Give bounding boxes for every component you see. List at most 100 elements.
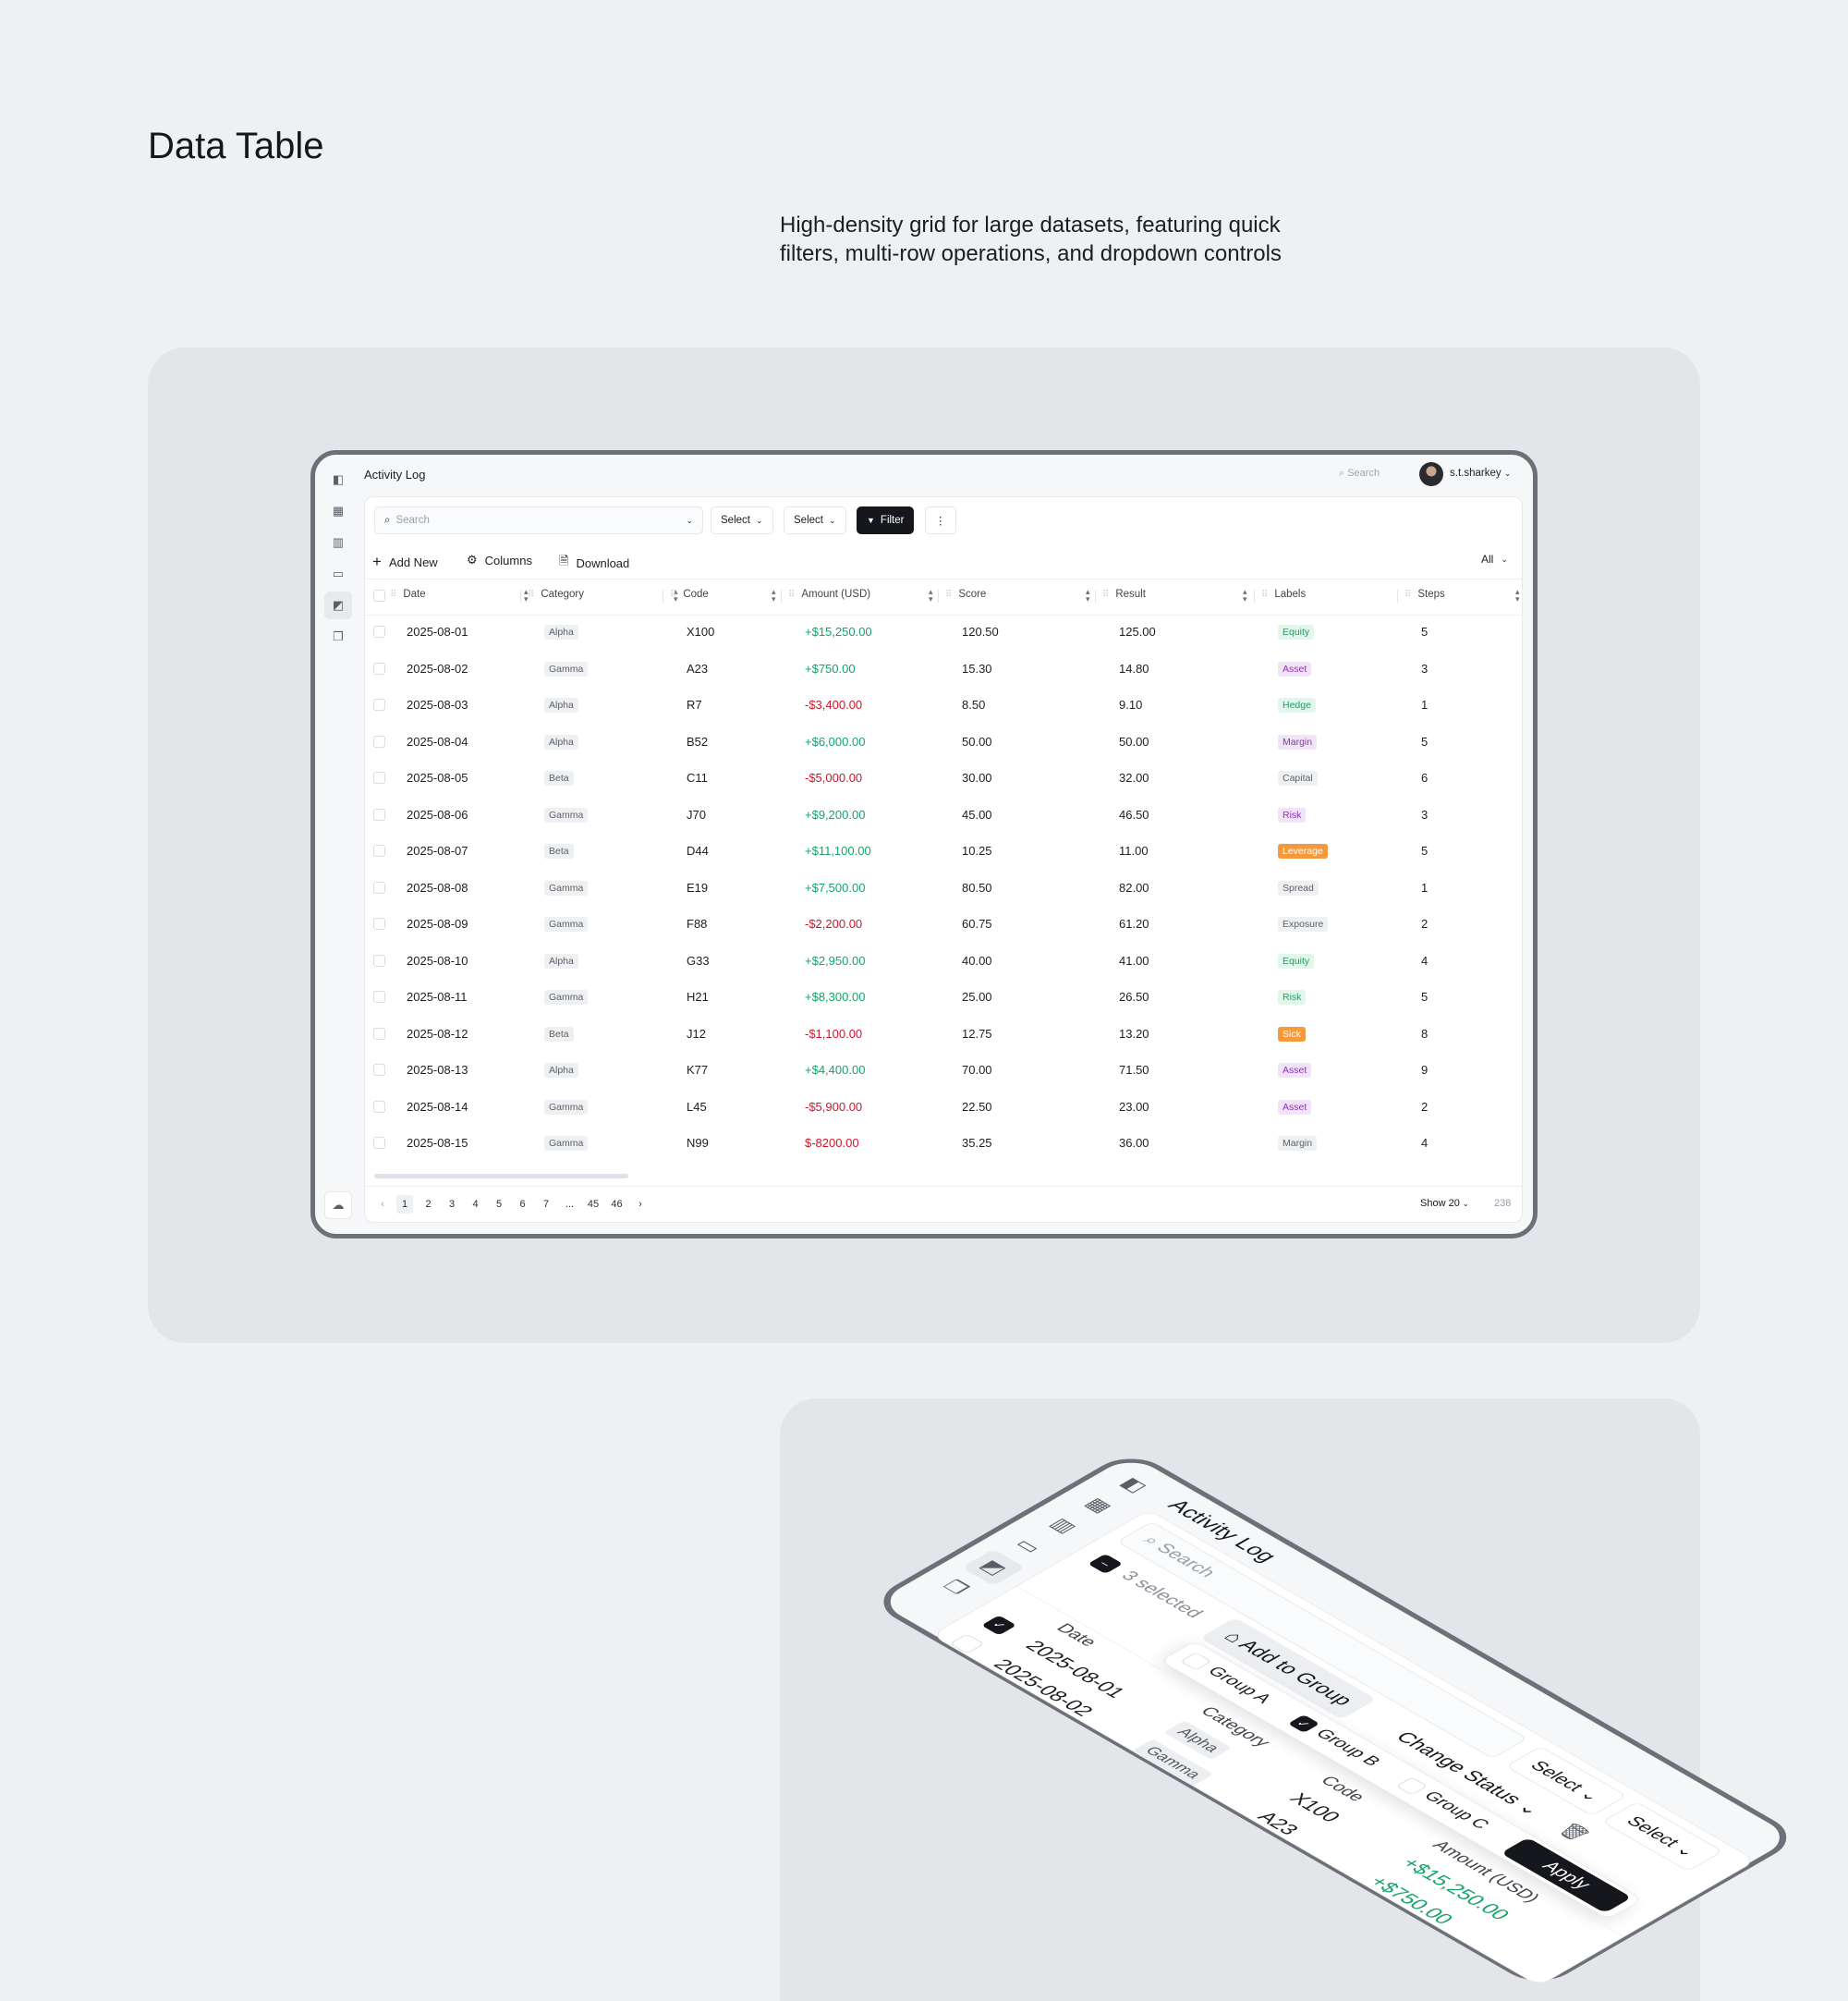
add-new-button[interactable]: + Add New [372,553,438,571]
sort-icon[interactable]: ▴ ▾ [1515,587,1520,604]
row-checkbox[interactable] [373,772,385,784]
table-row[interactable] [365,725,1522,761]
group-checkbox[interactable] [1395,1776,1429,1796]
chart-doc-icon[interactable]: ◩ [324,592,352,619]
column-header-category[interactable]: ⠿ Category [528,589,584,600]
row-checkbox[interactable] [373,881,385,894]
view-filter-dropdown[interactable]: All ⌄ [1481,553,1508,566]
table-row[interactable] [365,652,1522,688]
drag-handle-icon[interactable]: ⠿ [390,589,396,600]
sort-icon[interactable]: ▴ ▾ [1243,587,1247,604]
table-row[interactable] [365,834,1522,870]
filter-button[interactable]: ▼ Filter [857,506,915,534]
sort-icon[interactable]: ▴ ▾ [772,587,776,604]
avatar[interactable] [1419,462,1443,486]
page-size-dropdown[interactable]: Show 20 ⌄ [1420,1198,1469,1209]
table-row[interactable] [365,907,1522,943]
column-header-steps[interactable]: ⠿ Steps [1404,589,1445,600]
row-checkbox[interactable] [373,1100,385,1113]
drag-handle-icon[interactable]: ⠿ [788,589,795,600]
select-dropdown-1[interactable]: Select ⌄ [711,506,773,534]
page-button[interactable]: 1 [396,1195,413,1214]
page-button[interactable]: 4 [472,1199,479,1210]
group-checkbox[interactable]: ✓ [1287,1714,1320,1733]
row-checkbox[interactable] [949,1633,985,1654]
column-header-amount-usd[interactable]: ⠿ Amount (USD) [788,589,870,600]
page-button[interactable]: 7 [542,1199,550,1210]
sort-icon[interactable]: ▴ ▾ [1086,587,1090,604]
select-dropdown-2[interactable]: Select ⌄ [784,506,846,534]
table-row[interactable] [365,944,1522,980]
drag-handle-icon[interactable]: ⠿ [945,589,952,600]
column-divider[interactable] [781,590,782,603]
search-input[interactable]: ⌕ Search ⌄ [374,506,703,534]
table-row[interactable] [365,615,1522,651]
column-divider[interactable] [1095,590,1096,603]
table-row[interactable] [365,871,1522,907]
sort-icon[interactable]: ▴ ▾ [674,587,678,604]
next-page-button[interactable]: › [638,1199,642,1210]
panel-toggle-icon[interactable]: ◧ [1115,1474,1153,1495]
row-checkbox[interactable] [373,662,385,675]
table-row[interactable] [365,798,1522,834]
table-row[interactable] [365,761,1522,797]
group-option[interactable]: Group C [1418,1788,1494,1832]
drag-handle-icon[interactable]: ⠿ [670,589,676,600]
stack-icon[interactable]: ❐ [333,629,344,643]
chart-doc-icon[interactable]: ◩ [961,1549,1026,1586]
grid-icon[interactable]: ▦ [332,504,345,518]
column-divider[interactable] [1254,590,1255,603]
page-button[interactable]: 5 [495,1199,503,1210]
horizontal-scrollbar[interactable] [374,1174,628,1178]
column-header-labels[interactable]: ⠿ Labels [1261,589,1306,600]
drag-handle-icon[interactable]: ⠿ [1261,589,1268,600]
row-checkbox[interactable] [373,1027,385,1040]
column-divider[interactable] [938,590,939,603]
select-dropdown-2[interactable]: Select ⌄ [1601,1801,1723,1872]
cloud-upload-icon[interactable]: ☁ [324,1191,352,1219]
sort-icon[interactable]: ▴ ▾ [929,587,933,604]
select-all-checkbox-indeterminate[interactable]: – [1088,1554,1124,1574]
drag-handle-icon[interactable]: ⠿ [528,589,534,600]
table-row[interactable] [365,1126,1522,1162]
sort-icon[interactable]: ▴ ▾ [524,587,529,604]
table-row[interactable] [365,980,1522,1016]
page-button[interactable]: 3 [448,1199,456,1210]
global-search[interactable]: ⌕ Search [1339,468,1380,480]
page-button[interactable]: 45 [587,1199,600,1210]
prev-page-button[interactable]: ‹ [381,1199,384,1210]
column-divider[interactable] [520,590,521,603]
stack-icon[interactable]: ❐ [938,1577,975,1598]
table-row[interactable] [365,1017,1522,1053]
bar-chart-icon[interactable]: ▥ [1045,1515,1082,1536]
column-header-code[interactable]: ⠿ Code [670,589,709,600]
row-checkbox[interactable]: ✓ [981,1615,1017,1636]
table-row[interactable] [365,1053,1522,1089]
calendar-icon[interactable]: ▭ [1010,1535,1047,1556]
page-button[interactable]: 46 [611,1199,623,1210]
row-checkbox[interactable] [373,918,385,930]
row-checkbox[interactable] [373,626,385,638]
row-checkbox[interactable] [373,735,385,748]
row-checkbox[interactable] [373,991,385,1003]
grid-icon[interactable]: ▦ [1080,1495,1118,1516]
download-button[interactable]: 🗎 Download [559,553,629,573]
page-button[interactable]: 2 [425,1199,432,1210]
columns-button[interactable]: ⚙ Columns [467,553,532,567]
column-divider[interactable] [1397,590,1398,603]
calendar-icon[interactable]: ▭ [332,567,345,580]
bar-chart-icon[interactable]: ▥ [332,535,345,549]
select-all-checkbox[interactable] [373,590,385,602]
row-checkbox[interactable] [373,954,385,967]
panel-toggle-icon[interactable]: ◧ [332,472,345,486]
user-menu[interactable]: s.t.sharkey ⌄ [1450,468,1511,479]
group-checkbox[interactable] [1179,1652,1212,1671]
row-checkbox[interactable] [373,1064,385,1076]
delete-icon[interactable]: 🗑 [1552,1820,1596,1845]
more-button[interactable]: ⋮ [925,506,956,534]
page-button[interactable]: 6 [519,1199,526,1210]
row-checkbox[interactable] [373,1137,385,1149]
drag-handle-icon[interactable]: ⠿ [1404,589,1411,600]
table-row[interactable] [365,688,1522,724]
drag-handle-icon[interactable]: ⠿ [1102,589,1109,600]
